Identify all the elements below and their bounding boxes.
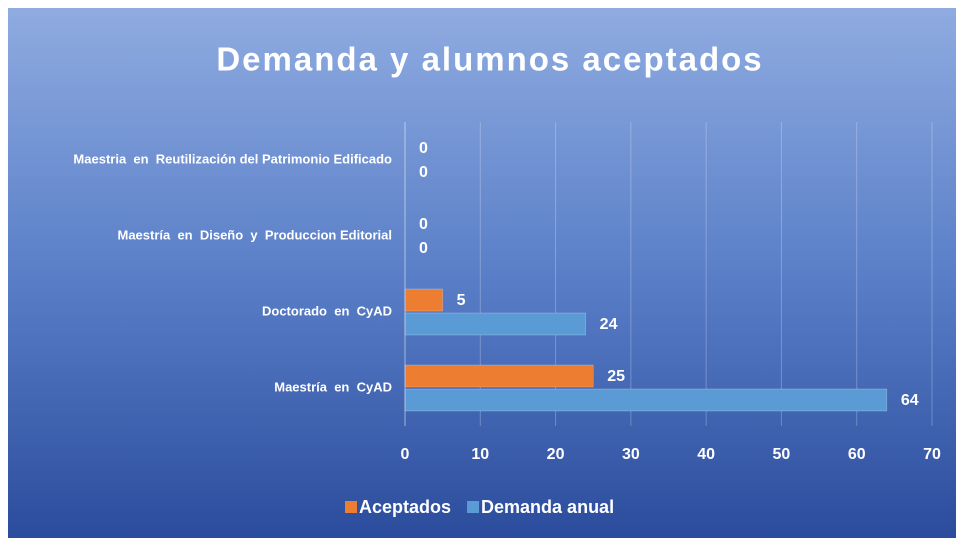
y-tick-label: Maestría en CyAD: [274, 379, 392, 394]
data-label: 25: [607, 368, 625, 385]
x-tick-label: 40: [697, 446, 715, 463]
background: [8, 8, 956, 538]
x-tick-label: 70: [923, 446, 941, 463]
x-tick-label: 0: [401, 446, 410, 463]
x-tick-label: 30: [622, 446, 640, 463]
x-tick-label: 10: [471, 446, 489, 463]
x-tick-label: 20: [547, 446, 565, 463]
bar: [404, 288, 443, 312]
bar: [404, 388, 888, 412]
y-tick-label: Maestria en Reutilización del Patrimonio…: [73, 151, 392, 166]
legend-swatch: [467, 501, 480, 513]
chart-title: Demanda y alumnos aceptados: [216, 41, 763, 78]
y-tick-label: Doctorado en CyAD: [262, 303, 392, 318]
data-label: 0: [419, 164, 428, 181]
x-tick-label: 60: [848, 446, 866, 463]
data-label: 0: [419, 216, 428, 233]
data-label: 24: [600, 316, 618, 333]
data-label: 0: [419, 140, 428, 157]
bar: [404, 312, 586, 336]
data-label: 64: [901, 392, 919, 409]
data-label: 0: [419, 240, 428, 257]
y-tick-label: Maestría en Diseño y Produccion Editoria…: [117, 227, 392, 242]
bar: [404, 364, 594, 388]
legend-swatch: [345, 501, 357, 513]
legend-label: Demanda anual: [481, 497, 614, 517]
legend-label: Aceptados: [359, 497, 451, 517]
data-label: 5: [457, 292, 466, 309]
x-tick-label: 50: [773, 446, 791, 463]
